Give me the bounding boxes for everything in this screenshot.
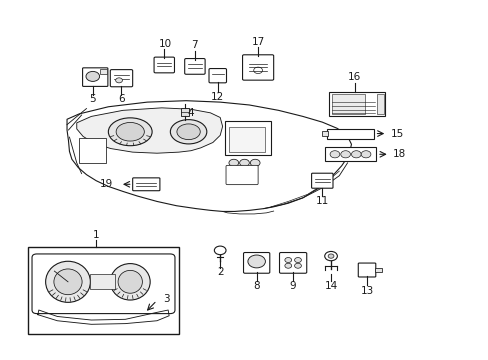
FancyBboxPatch shape [243, 252, 269, 273]
Text: 19: 19 [100, 179, 113, 189]
Text: 7: 7 [191, 40, 198, 50]
Circle shape [294, 263, 301, 268]
Circle shape [86, 71, 100, 81]
FancyBboxPatch shape [132, 178, 160, 191]
FancyBboxPatch shape [358, 263, 375, 277]
Circle shape [361, 151, 370, 158]
Text: 4: 4 [187, 108, 194, 118]
Circle shape [239, 159, 249, 166]
Bar [228, 127, 265, 152]
Circle shape [324, 251, 337, 261]
Circle shape [116, 78, 122, 83]
Bar [100, 69, 107, 73]
Ellipse shape [177, 124, 200, 140]
Text: 11: 11 [315, 196, 328, 206]
Circle shape [250, 159, 260, 166]
FancyBboxPatch shape [110, 69, 132, 87]
Text: 18: 18 [392, 149, 406, 159]
FancyBboxPatch shape [225, 165, 258, 185]
Text: 10: 10 [159, 39, 171, 49]
Ellipse shape [110, 264, 150, 300]
Bar [181, 108, 189, 116]
Text: 2: 2 [217, 267, 223, 277]
Text: 15: 15 [390, 129, 403, 139]
FancyBboxPatch shape [184, 59, 204, 74]
Ellipse shape [170, 120, 206, 144]
Circle shape [228, 159, 238, 166]
Ellipse shape [116, 122, 144, 141]
Text: 14: 14 [324, 281, 337, 291]
Text: 13: 13 [360, 285, 373, 296]
Bar [376, 94, 384, 114]
Circle shape [351, 151, 361, 158]
Bar [224, 121, 271, 155]
Bar [331, 94, 364, 114]
Bar [28, 247, 179, 334]
Bar [79, 138, 106, 163]
Bar [329, 92, 385, 116]
Text: 3: 3 [163, 294, 169, 304]
Bar [327, 129, 373, 139]
Text: 1: 1 [92, 230, 99, 240]
Ellipse shape [108, 118, 152, 146]
FancyBboxPatch shape [242, 55, 273, 80]
FancyBboxPatch shape [82, 68, 108, 86]
Polygon shape [67, 101, 351, 211]
FancyBboxPatch shape [279, 252, 306, 273]
Circle shape [327, 254, 333, 258]
Bar [321, 131, 328, 136]
Bar [325, 147, 375, 161]
Polygon shape [77, 108, 222, 153]
FancyBboxPatch shape [208, 68, 226, 83]
Text: 16: 16 [347, 72, 361, 82]
Circle shape [285, 263, 291, 268]
Ellipse shape [31, 252, 154, 315]
FancyBboxPatch shape [154, 57, 174, 73]
Circle shape [214, 246, 225, 255]
Circle shape [285, 257, 291, 262]
Circle shape [247, 255, 265, 268]
Text: 6: 6 [118, 94, 124, 104]
Bar [90, 274, 115, 289]
Circle shape [294, 257, 301, 262]
Circle shape [340, 151, 350, 158]
Ellipse shape [54, 269, 82, 295]
Ellipse shape [45, 261, 90, 302]
Circle shape [329, 151, 339, 158]
Text: 17: 17 [251, 37, 264, 46]
Text: 12: 12 [211, 92, 224, 102]
Bar [374, 268, 381, 272]
Text: 8: 8 [253, 282, 260, 292]
Text: 5: 5 [89, 94, 96, 104]
Text: 9: 9 [289, 282, 296, 292]
Ellipse shape [118, 270, 142, 293]
FancyBboxPatch shape [311, 173, 332, 188]
